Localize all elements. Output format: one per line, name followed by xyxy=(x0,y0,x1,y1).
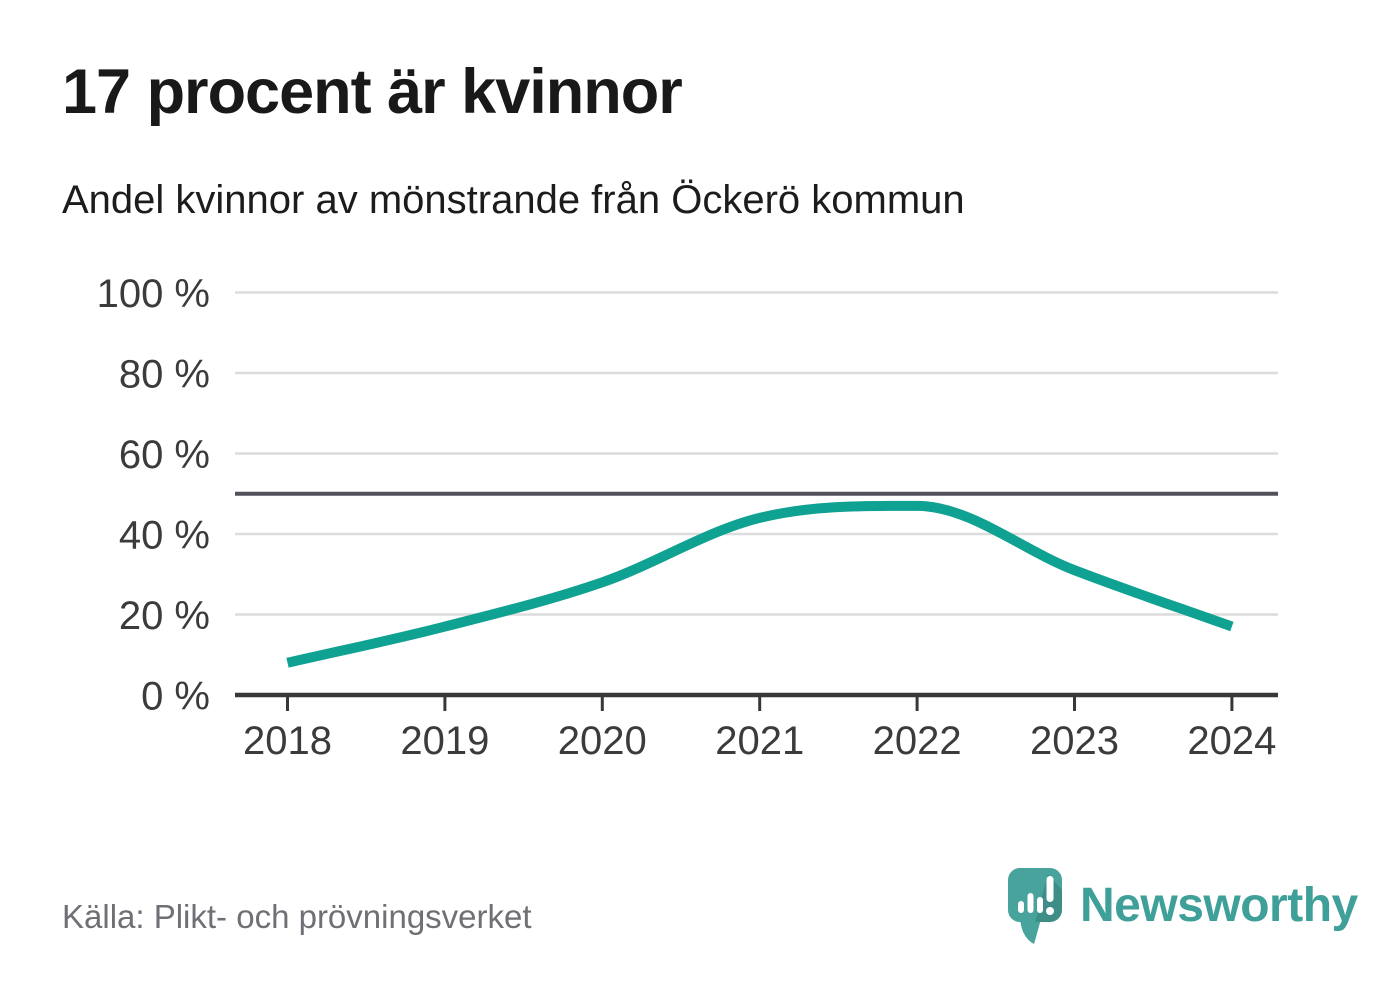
chart-subtitle: Andel kvinnor av mönstrande från Öckerö … xyxy=(62,178,965,222)
x-tick-label: 2019 xyxy=(400,719,489,763)
chart-title: 17 procent är kvinnor xyxy=(62,57,683,127)
y-tick-label: 40 % xyxy=(119,513,210,557)
logo-bubble-tail xyxy=(1020,918,1041,944)
newsworthy-logo-icon xyxy=(1008,868,1062,944)
x-tick-label: 2022 xyxy=(873,719,962,763)
logo-exclamation-bar xyxy=(1046,876,1054,902)
y-tick-label: 0 % xyxy=(141,674,210,718)
newsworthy-wordmark: Newsworthy xyxy=(1080,879,1358,932)
y-tick-label: 100 % xyxy=(97,272,210,316)
y-tick-label: 80 % xyxy=(119,352,210,396)
x-tick-label: 2018 xyxy=(243,719,332,763)
logo-bar-3 xyxy=(1037,897,1043,913)
source-caption: Källa: Plikt- och prövningsverket xyxy=(62,898,532,935)
logo-exclamation-dot xyxy=(1046,907,1054,915)
logo-bar-1 xyxy=(1018,901,1024,913)
x-tick-label: 2020 xyxy=(558,719,647,763)
data-line-andel-kvinnor xyxy=(286,500,1234,668)
newsworthy-logo: Newsworthy xyxy=(1008,868,1358,946)
line-chart: 2018 2019 2020 2021 2022 2023 2024 0 % 20 % 40 % 6… xyxy=(97,272,1278,763)
x-tick-label: 2023 xyxy=(1030,719,1119,763)
logo-bar-2 xyxy=(1027,893,1034,913)
x-tick-label: 2021 xyxy=(715,719,804,763)
y-tick-label: 20 % xyxy=(119,594,210,638)
x-tick-label: 2024 xyxy=(1187,719,1276,763)
y-tick-label: 60 % xyxy=(119,433,210,477)
